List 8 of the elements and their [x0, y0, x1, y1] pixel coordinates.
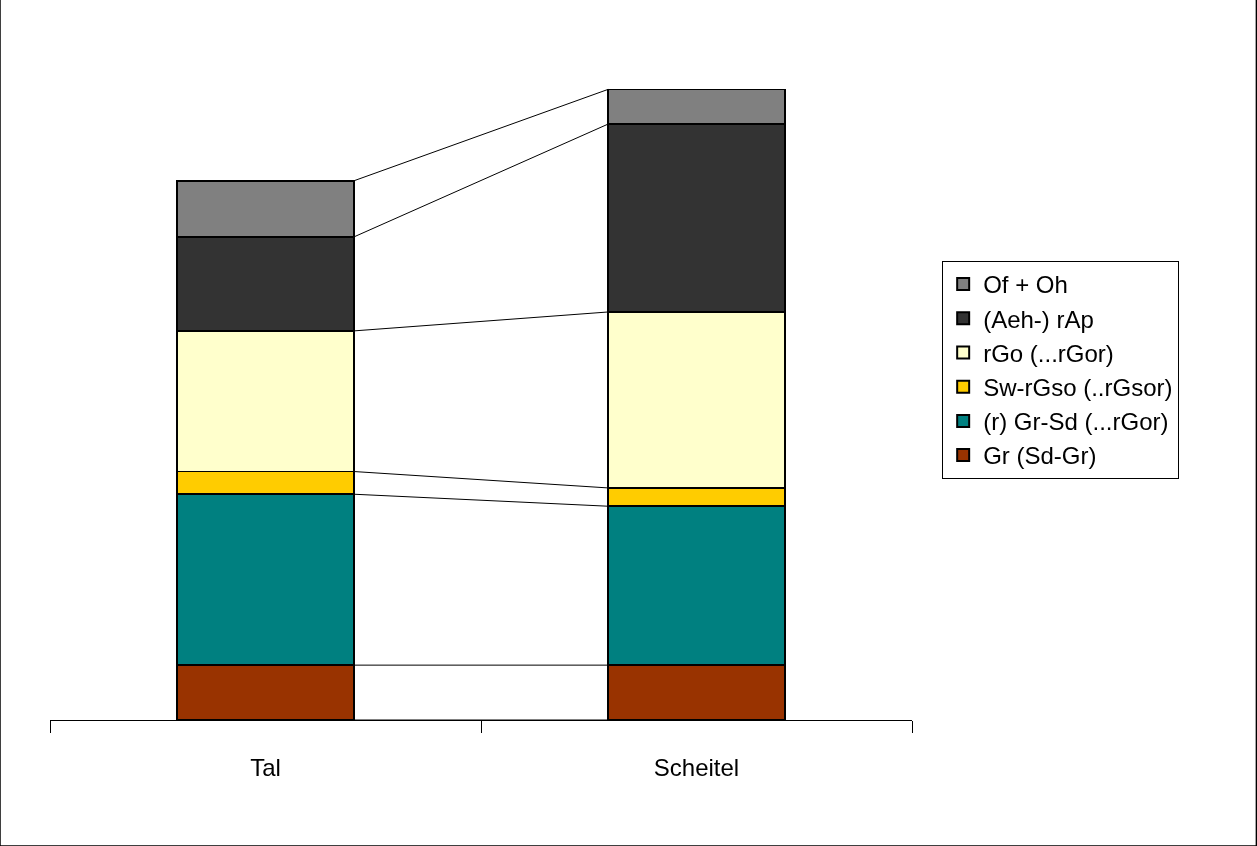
legend-label: (Aeh-) rAp: [983, 305, 1094, 333]
legend-label: Of + Oh: [983, 271, 1068, 299]
legend-label: rGo (...rGor): [983, 339, 1114, 367]
legend-label: Gr (Sd-Gr): [983, 442, 1097, 470]
legend-label: Sw-rGso (..rGsor): [983, 374, 1173, 402]
legend-label: (r) Gr-Sd (...rGor): [983, 408, 1169, 436]
x-tick-label: Scheitel: [653, 753, 740, 781]
x-tick-label: Tal: [250, 753, 281, 781]
